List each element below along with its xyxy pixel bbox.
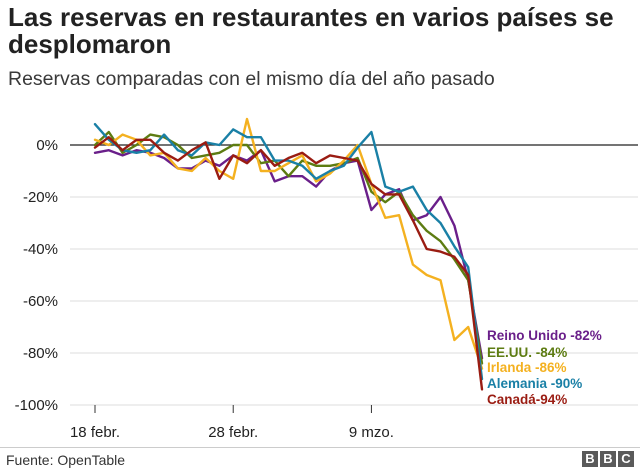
y-tick-label: -20% xyxy=(23,189,58,206)
y-tick-label: 0% xyxy=(36,137,58,154)
gridlines xyxy=(70,144,638,406)
x-axis: 18 febr. 28 febr. 9 mzo. xyxy=(70,405,394,441)
line-chart: 18 febr. 28 febr. 9 mzo. 0% -20% -40% -60% -80… xyxy=(15,117,638,441)
y-tick-label: -40% xyxy=(23,241,58,258)
series-label: Reino Unido -82% xyxy=(487,328,602,343)
series-line-ee-uu- xyxy=(93,130,484,365)
series-line-canadá xyxy=(93,135,484,391)
series-label: Canadá-94% xyxy=(487,392,567,407)
y-axis: 0% -20% -40% -60% -80% -100% xyxy=(15,137,58,414)
series-line-alemania xyxy=(93,122,484,381)
series-lines xyxy=(93,117,484,391)
y-tick-label: -100% xyxy=(15,397,58,414)
x-tick-label: 18 febr. xyxy=(70,424,120,441)
source-note: Fuente: OpenTable xyxy=(6,452,126,468)
x-tick-label: 28 febr. xyxy=(208,424,258,441)
series-label: Irlanda -86% xyxy=(487,360,567,375)
bbc-logo-block: C xyxy=(618,451,634,467)
bbc-logo-block: B xyxy=(600,451,616,467)
y-tick-label: -60% xyxy=(23,293,58,310)
x-tick-label: 9 mzo. xyxy=(349,424,394,441)
series-label: Alemania -90% xyxy=(487,376,582,391)
chart-title: Las reservas en restaurantes en varios p… xyxy=(8,2,614,59)
chart-subtitle: Reservas comparadas con el mismo día del… xyxy=(8,68,495,90)
series-label: EE.UU. -84% xyxy=(487,345,567,360)
bbc-logo: B B C xyxy=(582,451,634,467)
y-tick-label: -80% xyxy=(23,345,58,362)
bbc-logo-block: B xyxy=(582,451,598,467)
series-line-irlanda xyxy=(93,117,484,370)
end-labels: Reino Unido -82% EE.UU. -84%Irlanda -86%A… xyxy=(487,328,602,407)
series-line-reino-unido xyxy=(93,148,484,360)
footer-divider xyxy=(0,447,640,448)
